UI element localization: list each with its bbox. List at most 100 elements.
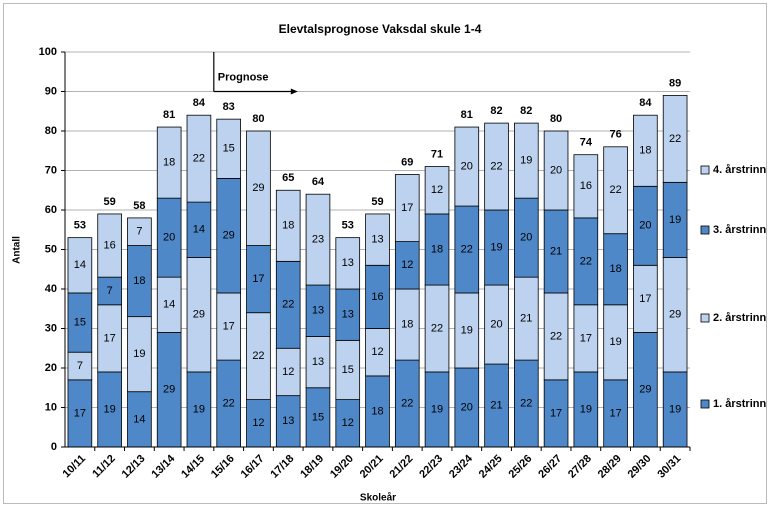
data-label: 22 (282, 299, 294, 311)
total-label: 74 (580, 137, 593, 149)
data-label: 16 (371, 291, 383, 303)
y-tick-label: 10 (45, 401, 57, 413)
data-label: 29 (193, 309, 205, 321)
bar-segment (603, 146, 628, 235)
legend-label: 3. årstrinn (713, 224, 766, 236)
data-label: 13 (342, 257, 354, 269)
data-label: 29 (669, 309, 681, 321)
total-label: 59 (104, 196, 116, 208)
data-label: 18 (371, 405, 383, 417)
data-label: 22 (461, 243, 473, 255)
y-tick-label: 30 (45, 322, 57, 334)
data-label: 19 (104, 403, 116, 415)
data-label: 19 (193, 403, 205, 415)
data-label: 17 (609, 407, 621, 419)
bar-segment (543, 130, 569, 211)
legend-swatch (700, 313, 710, 323)
data-label: 15 (74, 316, 86, 328)
legend-label: 4. årstrinn (713, 164, 766, 176)
y-tick-label: 70 (45, 164, 57, 176)
data-label: 22 (580, 255, 592, 267)
y-tick-label: 0 (51, 441, 57, 453)
data-label: 19 (669, 214, 681, 226)
data-label: 18 (282, 220, 294, 232)
data-label: 13 (312, 356, 324, 368)
data-label: 18 (609, 263, 621, 275)
data-label: 13 (342, 309, 354, 321)
data-label: 22 (252, 350, 264, 362)
bar-segment (514, 122, 539, 199)
legend-label: 1. årstrinn (713, 398, 766, 410)
bar-segment (67, 237, 93, 294)
legend-swatch (700, 225, 710, 235)
data-label: 21 (490, 399, 502, 411)
data-label: 14 (163, 299, 175, 311)
data-label: 15 (312, 411, 324, 423)
data-label: 13 (371, 234, 383, 246)
bar-segment (365, 213, 390, 266)
total-label: 82 (490, 105, 502, 117)
data-label: 22 (520, 397, 532, 409)
total-label: 89 (669, 77, 681, 89)
data-label: 22 (669, 133, 681, 145)
total-label: 53 (74, 220, 86, 232)
data-label: 17 (74, 407, 86, 419)
total-label: 69 (401, 156, 413, 168)
data-label: 22 (223, 397, 235, 409)
total-label: 80 (252, 113, 264, 125)
data-label: 19 (461, 324, 473, 336)
data-label: 20 (490, 318, 502, 330)
total-label: 65 (282, 172, 294, 184)
y-tick-label: 40 (45, 283, 57, 295)
data-label: 29 (163, 384, 175, 396)
bar-segment (484, 122, 509, 211)
legend-swatch (700, 165, 710, 175)
data-label: 29 (252, 182, 264, 194)
y-tick-label: 50 (45, 243, 57, 255)
data-label: 19 (580, 403, 592, 415)
legend-label: 2. årstrinn (713, 312, 766, 324)
data-label: 17 (223, 320, 235, 332)
data-label: 12 (252, 417, 264, 429)
bar-segment (97, 213, 122, 278)
total-label: 64 (312, 176, 325, 188)
data-label: 14 (133, 413, 145, 425)
data-label: 20 (550, 164, 562, 176)
data-label: 18 (431, 243, 443, 255)
data-label: 29 (639, 384, 651, 396)
data-label: 29 (223, 230, 235, 242)
total-label: 82 (520, 105, 532, 117)
data-label: 21 (520, 313, 532, 325)
data-label: 7 (77, 360, 83, 372)
data-label: 15 (223, 143, 235, 155)
y-axis-label: Antall (12, 236, 23, 264)
data-label: 17 (401, 202, 413, 214)
data-label: 22 (490, 160, 502, 172)
data-label: 16 (580, 180, 592, 192)
y-tick-label: 60 (45, 204, 57, 216)
total-label: 83 (223, 101, 235, 113)
data-label: 12 (401, 259, 413, 271)
data-label: 19 (609, 336, 621, 348)
bar-segment (305, 193, 331, 286)
bar-segment (275, 189, 301, 262)
data-label: 21 (550, 245, 562, 257)
data-label: 20 (639, 220, 651, 232)
bar-segment (573, 154, 599, 219)
data-label: 18 (639, 145, 651, 157)
data-label: 19 (520, 155, 532, 167)
data-label: 20 (461, 401, 473, 413)
data-label: 18 (401, 318, 413, 330)
annotation: Prognose (218, 71, 269, 83)
data-label: 18 (133, 275, 145, 287)
data-label: 19 (669, 403, 681, 415)
data-label: 13 (312, 305, 324, 317)
bar-segment (335, 237, 361, 290)
data-label: 19 (431, 403, 443, 415)
data-label: 19 (490, 241, 502, 253)
data-label: 16 (104, 239, 116, 251)
total-label: 59 (371, 196, 383, 208)
bar-segment (454, 126, 480, 207)
data-label: 17 (104, 332, 116, 344)
data-label: 17 (580, 332, 592, 344)
